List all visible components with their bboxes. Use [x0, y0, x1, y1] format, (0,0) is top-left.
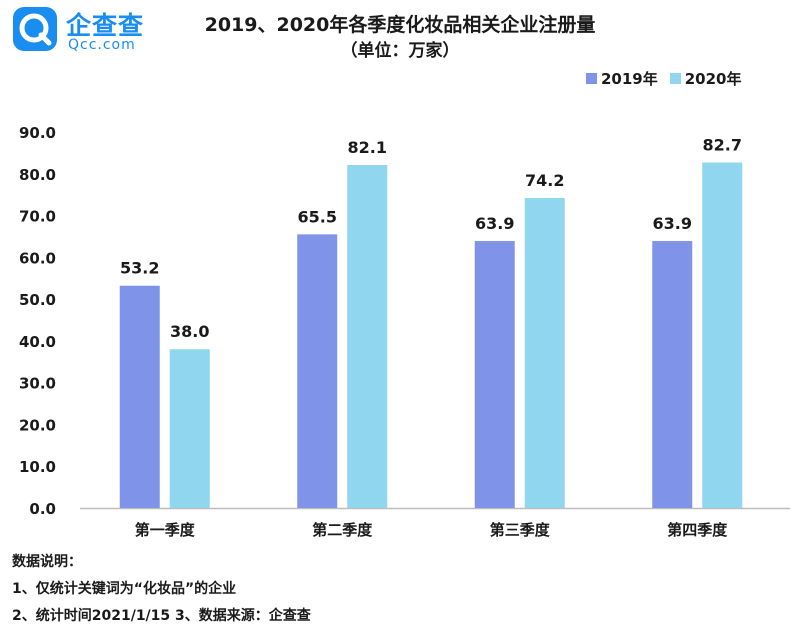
legend-label-2019: 2019年 [601, 69, 658, 88]
y-tick-label: 30.0 [19, 375, 56, 393]
bar-2020 [524, 198, 565, 508]
x-tick-label: 第二季度 [312, 521, 373, 539]
bar-2019 [119, 285, 160, 508]
legend-swatch-2020 [669, 72, 681, 84]
data-label: 53.2 [120, 259, 159, 278]
y-tick-label: 0.0 [29, 500, 56, 518]
chart-title: 2019、2020年各季度化妆品相关企业注册量 [204, 14, 596, 36]
notes-heading: 数据说明： [12, 554, 82, 570]
bar-2019 [297, 234, 338, 508]
legend-item-2019: 2019年 [586, 68, 658, 89]
data-notes: 数据说明： 1、仅统计关键词为“化妆品”的企业 2、统计时间2021/1/15 … [12, 549, 311, 630]
data-label: 74.2 [525, 171, 564, 190]
y-tick-label: 10.0 [19, 458, 56, 476]
bar-2019 [474, 241, 515, 509]
legend-swatch-2019 [586, 72, 597, 84]
y-tick-label: 90.0 [19, 124, 56, 142]
data-label: 38.0 [170, 322, 209, 341]
notes-line-1: 1、仅统计关键词为“化妆品”的企业 [12, 581, 237, 597]
y-tick-label: 60.0 [19, 249, 56, 267]
data-label: 63.9 [475, 214, 514, 233]
chart-legend: 2019年 2020年 [586, 68, 754, 88]
y-tick-label: 70.0 [19, 208, 56, 226]
y-tick-label: 20.0 [19, 416, 56, 434]
qcc-logo: 企查查 Qcc.com [8, 4, 158, 56]
data-label: 65.5 [298, 207, 337, 226]
legend-label-2020: 2020年 [684, 69, 742, 88]
y-tick-label: 80.0 [19, 166, 56, 184]
data-label: 82.7 [703, 135, 742, 154]
brand-name: 企查查 [66, 11, 145, 40]
x-tick-label: 第一季度 [135, 521, 196, 539]
brand-domain: Qcc.com [68, 37, 136, 53]
data-label: 63.9 [653, 214, 692, 233]
y-tick-label: 40.0 [19, 333, 56, 351]
x-tick-label: 第三季度 [490, 521, 551, 539]
bar-2020 [169, 349, 210, 508]
bar-2020 [702, 162, 743, 508]
qcc-logo-icon [13, 7, 57, 51]
notes-line-2: 2、统计时间2021/1/15 3、数据来源：企查查 [12, 608, 311, 624]
legend-item-2020: 2020年 [669, 68, 742, 89]
y-tick-label: 50.0 [19, 291, 56, 309]
bar-2020 [347, 165, 388, 508]
x-tick-label: 第四季度 [667, 521, 728, 539]
data-label: 82.1 [348, 138, 387, 157]
chart-subtitle: （单位：万家） [340, 41, 460, 61]
bar-2019 [652, 241, 693, 509]
